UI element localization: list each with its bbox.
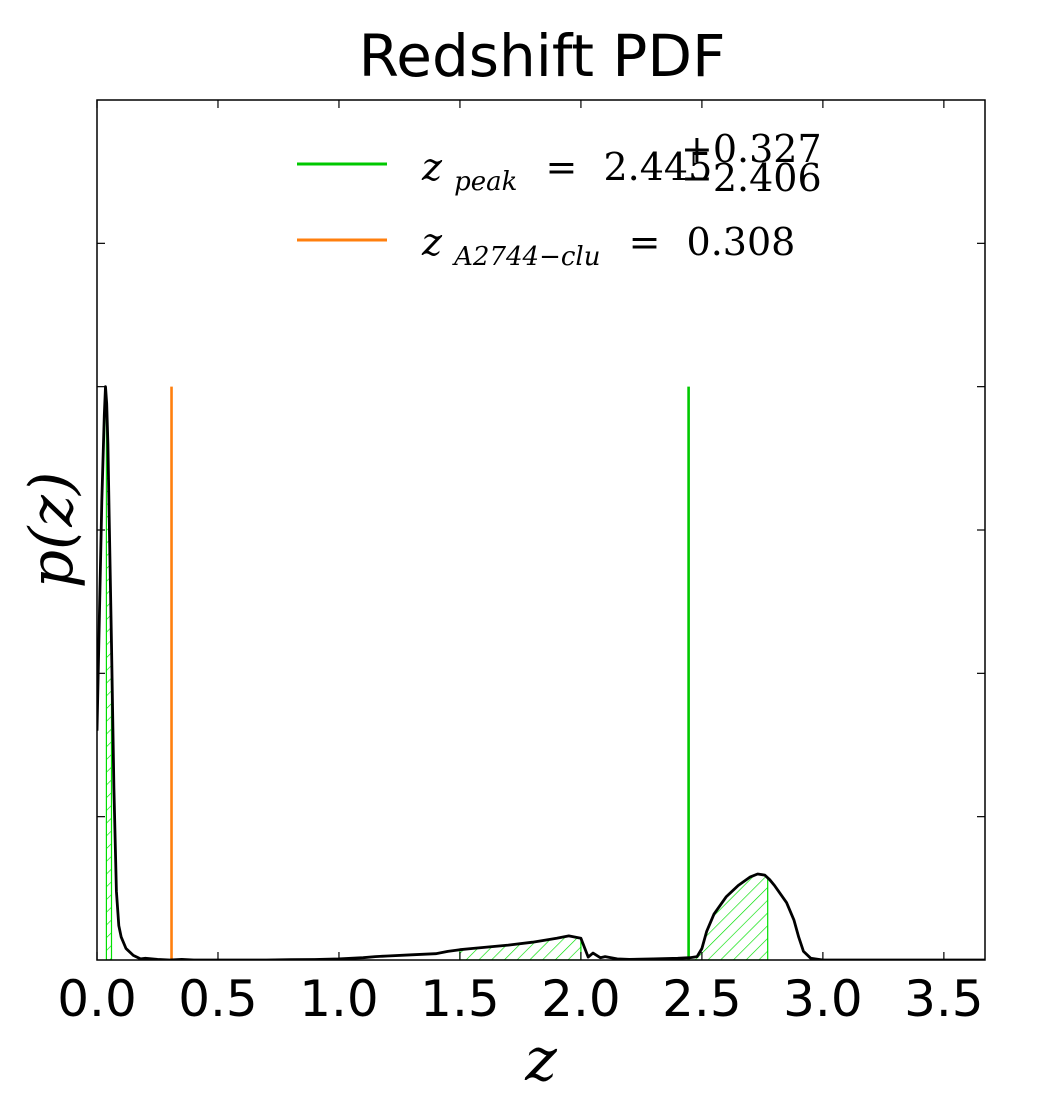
legend-entry-z-peak: z peak = 2.445 — [421, 145, 712, 199]
legend-0-sub: −2.406 — [681, 156, 822, 200]
legend-0-value: 2.445 — [603, 145, 712, 189]
x-tick-label-6: 3.0 — [783, 970, 863, 1028]
legend-1-symbol: z — [421, 220, 443, 264]
x-tick-label-2: 1.0 — [299, 970, 379, 1028]
x-tick-label-5: 2.5 — [662, 970, 742, 1028]
x-tick-labels: 0.0 0.5 1.0 1.5 2.0 2.5 3.0 3.5 — [57, 970, 983, 1028]
chart-title: Redshift PDF — [359, 22, 726, 90]
x-tick-label-7: 3.5 — [904, 970, 984, 1028]
pdf-curve — [97, 385, 985, 960]
x-tick-label-0: 0.0 — [57, 970, 137, 1028]
hatched-region-2 — [688, 873, 769, 960]
axis-ticks — [96, 100, 985, 960]
legend-1-equals: = — [629, 220, 661, 264]
pdf-curve-group — [97, 385, 985, 960]
hatched-regions — [105, 400, 769, 960]
x-tick-label-4: 2.0 — [541, 970, 621, 1028]
x-tick-label-3: 1.5 — [420, 970, 500, 1028]
x-tick-label-1: 0.5 — [178, 970, 258, 1028]
legend-1-subscript: A2744−clu — [452, 242, 600, 272]
y-axis-label: p(z) — [17, 472, 87, 589]
plot-frame — [96, 99, 986, 961]
legend-1-value: 0.308 — [687, 220, 796, 264]
legend: z peak = 2.445 +0.327 −2.406 z A2744−clu… — [297, 127, 822, 274]
legend-0-subscript: peak — [454, 167, 517, 197]
reference-lines — [170, 386, 690, 960]
legend-0-sup: +0.327 — [681, 127, 822, 171]
legend-0-symbol: z — [421, 145, 443, 189]
x-axis-label: z — [524, 1025, 557, 1095]
legend-entry-z-cluster: z A2744−clu = 0.308 — [421, 220, 795, 274]
legend-0-equals: = — [546, 145, 578, 189]
